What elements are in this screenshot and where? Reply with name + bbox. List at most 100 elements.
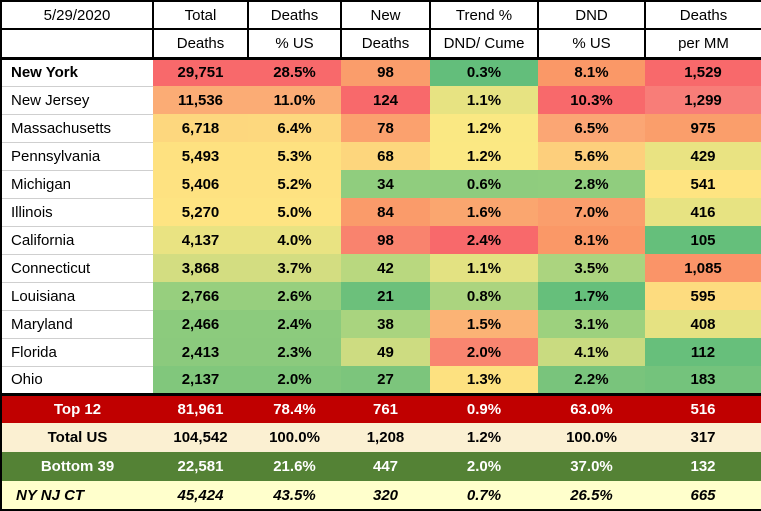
data-cell: 408 [645, 310, 761, 338]
col-header-dnd-pct-us: DND [537, 0, 646, 30]
data-cell: 2.6% [248, 282, 341, 310]
data-cell: 3.7% [248, 254, 341, 282]
data-cell: 49 [341, 338, 430, 366]
state-name-cell: Connecticut [0, 254, 153, 283]
data-cell: 1.2% [430, 114, 538, 142]
col-header-trend-pct-line2: DND/ Cume [429, 28, 539, 60]
data-cell: 2.4% [248, 310, 341, 338]
summary-row: NY NJ CT 45,424 43.5% 320 0.7% 26.5% 665 [1, 481, 761, 510]
state-name-cell: New York [0, 58, 153, 87]
state-name-cell: California [0, 226, 153, 255]
summary-value-cell: 320 [372, 486, 399, 504]
col-header-total-deaths-line2: Deaths [152, 28, 249, 60]
data-cell: 1.3% [430, 366, 538, 394]
data-cell: 183 [645, 366, 761, 394]
summary-value-cell: 104,542 [173, 429, 228, 446]
state-name-cell: Massachusetts [0, 114, 153, 143]
data-cell: 541 [645, 170, 761, 198]
data-cell: 11,536 [153, 86, 248, 114]
data-cell: 7.0% [538, 198, 645, 226]
data-cell: 38 [341, 310, 430, 338]
data-cell: 6.5% [538, 114, 645, 142]
data-cell: 1,529 [645, 58, 761, 86]
data-cell: 6,718 [153, 114, 248, 142]
summary-value-cell: 665 [690, 486, 716, 504]
data-cell: 10.3% [538, 86, 645, 114]
summary-value-cell: 132 [690, 458, 716, 475]
data-cell: 8.1% [538, 58, 645, 86]
data-cell: 3.1% [538, 310, 645, 338]
table-row: Florida 2,413 2.3% 49 2.0% 4.1% 112 [0, 338, 761, 367]
data-cell: 1,299 [645, 86, 761, 114]
table-row: Connecticut 3,868 3.7% 42 1.1% 3.5% 1,085 [0, 254, 761, 283]
summary-label-cell: Bottom 39 [40, 458, 115, 475]
summary-value-cell: 761 [341, 392, 430, 423]
data-cell: 1,085 [645, 254, 761, 282]
data-cell: 1.6% [430, 198, 538, 226]
table-row: New York 29,751 28.5% 98 0.3% 8.1% 1,529 [0, 58, 761, 87]
state-name-cell: Illinois [0, 198, 153, 227]
summary-label-cell: Top 12 [1, 392, 153, 423]
table-row: Pennsylvania 5,493 5.3% 68 1.2% 5.6% 429 [0, 142, 761, 171]
summary-value-cell: 63.0% [538, 392, 645, 423]
data-cell: 1.1% [430, 254, 538, 282]
summary-value-cell: 43.5% [273, 486, 316, 504]
col-header-deaths-pct-us: Deaths [247, 0, 342, 30]
data-cell: 5.6% [538, 142, 645, 170]
data-cell: 78 [341, 114, 430, 142]
data-cell: 2,766 [153, 282, 248, 310]
summary-value-cell: 78.4% [248, 392, 341, 423]
data-cell: 2,413 [153, 338, 248, 366]
summary-value-cell: 516 [645, 392, 761, 423]
summary-value-cell: 1.2% [466, 429, 502, 446]
summary-value-cell: 37.0% [570, 458, 613, 475]
state-name-cell: Ohio [0, 366, 153, 395]
summary-row: Bottom 39 22,581 21.6% 447 2.0% 37.0% 132 [1, 452, 761, 481]
table-row: Massachusetts 6,718 6.4% 78 1.2% 6.5% 975 [0, 114, 761, 143]
data-cell: 29,751 [153, 58, 248, 86]
state-name-cell: New Jersey [0, 86, 153, 115]
summary-value-cell: 447 [372, 458, 399, 475]
data-cell: 5,270 [153, 198, 248, 226]
col-header-deaths-per-mm: Deaths [644, 0, 761, 30]
state-name-cell: Pennsylvania [0, 142, 153, 171]
data-cell: 975 [645, 114, 761, 142]
data-cell: 1.1% [430, 86, 538, 114]
state-name-cell: Maryland [0, 310, 153, 339]
data-cell: 0.3% [430, 58, 538, 86]
data-cell: 8.1% [538, 226, 645, 254]
data-cell: 2.8% [538, 170, 645, 198]
table-row: New Jersey 11,536 11.0% 124 1.1% 10.3% 1,299 [0, 86, 761, 115]
data-cell: 6.4% [248, 114, 341, 142]
data-cell: 11.0% [248, 86, 341, 114]
data-cell: 21 [341, 282, 430, 310]
data-cell: 98 [341, 58, 430, 86]
data-cell: 2.3% [248, 338, 341, 366]
table-row: Illinois 5,270 5.0% 84 1.6% 7.0% 416 [0, 198, 761, 227]
col-header-total-deaths: Total [152, 0, 249, 30]
summary-label-cell: NY NJ CT [16, 486, 85, 504]
summary-row: Total US 104,542 100.0% 1,208 1.2% 100.0% 317 [1, 423, 761, 452]
data-cell: 4.1% [538, 338, 645, 366]
summary-value-cell: 100.0% [269, 429, 320, 446]
data-cell: 2.0% [248, 366, 341, 394]
data-cell: 1.2% [430, 142, 538, 170]
summary-value-cell: 21.6% [273, 458, 316, 475]
data-cell: 42 [341, 254, 430, 282]
data-cell: 27 [341, 366, 430, 394]
summary-value-cell: 2.0% [466, 458, 502, 475]
report-date-cell-empty [0, 28, 154, 60]
table-row: Louisiana 2,766 2.6% 21 0.8% 1.7% 595 [0, 282, 761, 311]
summary-value-cell: 45,424 [177, 486, 224, 504]
summary-value-cell: 0.9% [430, 392, 538, 423]
data-cell: 595 [645, 282, 761, 310]
summary-value-cell: 100.0% [566, 429, 617, 446]
col-header-trend-pct: Trend % [429, 0, 539, 30]
summary-label-cell: Total US [47, 429, 108, 446]
data-cell: 1.7% [538, 282, 645, 310]
state-name-cell: Florida [0, 338, 153, 367]
col-header-new-deaths-line2: Deaths [340, 28, 431, 60]
summary-value-cell: 26.5% [570, 486, 613, 504]
data-cell: 4.0% [248, 226, 341, 254]
